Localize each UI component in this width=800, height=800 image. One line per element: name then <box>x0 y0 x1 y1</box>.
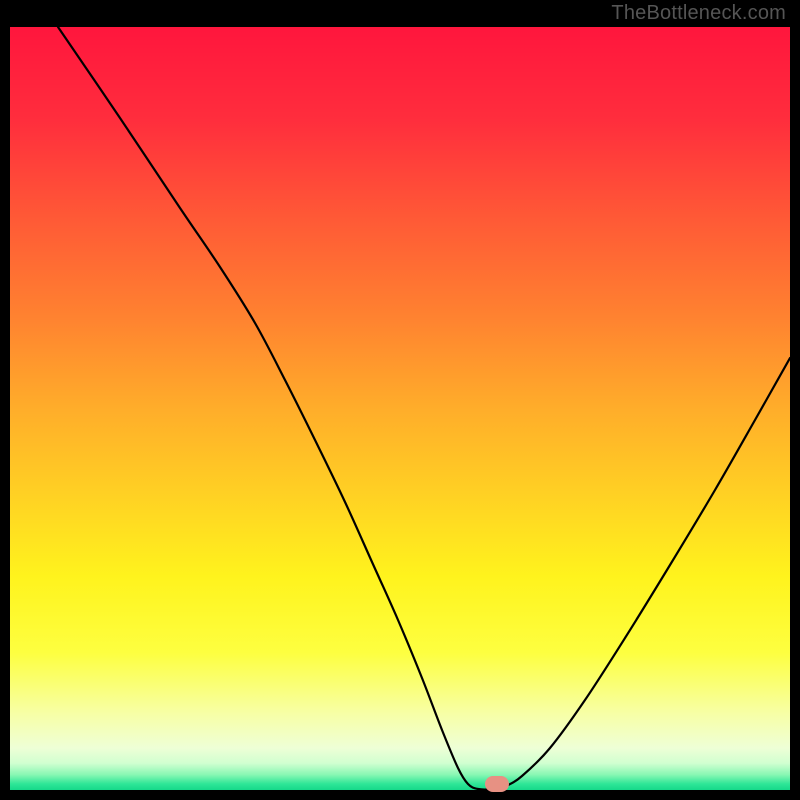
plot-area <box>10 27 790 790</box>
optimal-point-marker <box>485 776 509 792</box>
bottleneck-curve <box>10 27 790 790</box>
watermark-text: TheBottleneck.com <box>611 2 786 25</box>
curve-path <box>58 27 790 790</box>
chart-container: TheBottleneck.com <box>0 0 800 800</box>
